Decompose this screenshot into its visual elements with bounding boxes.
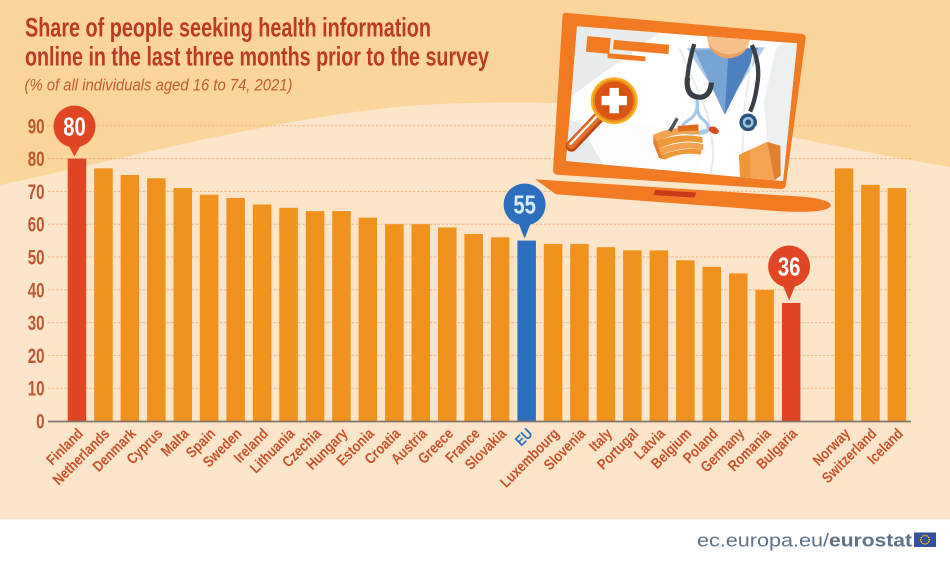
svg-text:10: 10: [28, 376, 45, 400]
svg-text:0: 0: [36, 409, 44, 433]
svg-text:ec.europa.eu/: ec.europa.eu/: [697, 531, 829, 551]
svg-text:80: 80: [28, 147, 45, 171]
svg-text:80: 80: [63, 112, 86, 141]
svg-text:36: 36: [778, 252, 801, 281]
svg-text:Share of people seeking health: Share of people seeking health informati…: [25, 13, 431, 43]
svg-text:90: 90: [28, 114, 45, 138]
svg-text:60: 60: [28, 212, 45, 236]
svg-text:online in the last three month: online in the last three months prior to…: [25, 41, 489, 71]
svg-text:eurostat: eurostat: [829, 531, 912, 551]
svg-text:50: 50: [28, 245, 45, 269]
svg-text:(% of all individuals aged 16: (% of all individuals aged 16 to 74, 202…: [25, 76, 293, 95]
svg-text:20: 20: [28, 343, 45, 367]
svg-text:70: 70: [28, 179, 45, 203]
svg-text:55: 55: [513, 190, 536, 219]
svg-text:40: 40: [28, 278, 45, 302]
svg-text:30: 30: [28, 311, 45, 335]
